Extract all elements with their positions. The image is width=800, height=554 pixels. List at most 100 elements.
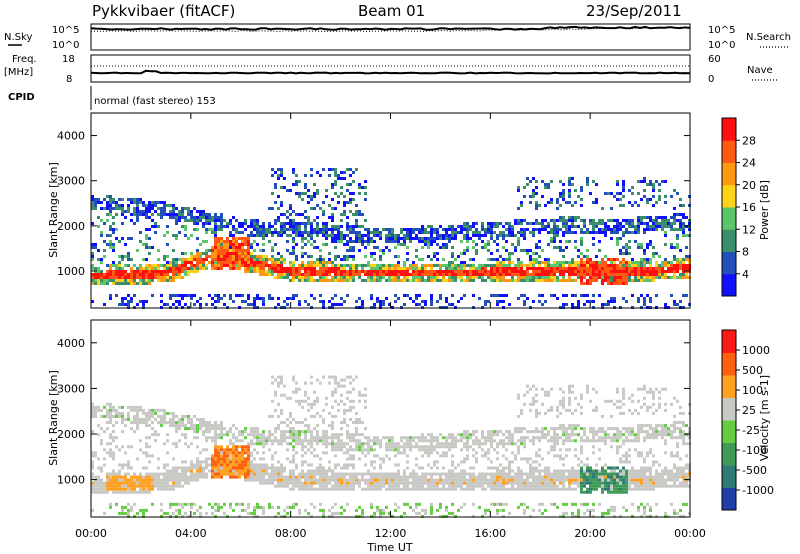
power-cell (682, 258, 685, 261)
power-cell (448, 276, 451, 279)
velocity-cell (325, 481, 328, 485)
velocity-cell (277, 384, 280, 388)
power-cell (205, 267, 208, 270)
velocity-cell (316, 424, 319, 428)
velocity-cell (274, 478, 277, 482)
power-cell (229, 222, 232, 225)
power-cell (523, 195, 526, 198)
power-cell (355, 264, 358, 267)
power-cell (262, 225, 265, 228)
velocity-cell (358, 433, 361, 437)
power-cell (400, 228, 403, 231)
velocity-cell (91, 430, 94, 434)
power-cell (559, 270, 562, 273)
velocity-cell (253, 508, 256, 512)
power-cell (535, 252, 538, 255)
power-cell (133, 213, 136, 216)
velocity-cell (115, 484, 118, 488)
velocity-cell (343, 472, 346, 476)
power-cell (622, 225, 625, 228)
velocity-cell (355, 375, 358, 379)
power-cell (448, 225, 451, 228)
velocity-cell (355, 475, 358, 479)
power-cell (460, 252, 463, 255)
power-cell (307, 303, 310, 306)
velocity-cell (283, 508, 286, 512)
velocity-cell (223, 472, 226, 476)
velocity-cell (343, 478, 346, 482)
velocity-cell (133, 430, 136, 434)
velocity-cell (151, 421, 154, 425)
power-cell (388, 267, 391, 270)
power-cell (382, 303, 385, 306)
power-cell (640, 216, 643, 219)
velocity-cell (226, 463, 229, 467)
power-cell (421, 270, 424, 273)
power-cell (559, 261, 562, 264)
power-cell (445, 273, 448, 276)
power-cell (112, 243, 115, 246)
power-cell (280, 267, 283, 270)
velocity-cell (151, 487, 154, 491)
velocity-cell (298, 481, 301, 485)
velocity-cell (325, 445, 328, 449)
power-cell (301, 276, 304, 279)
power-cell (358, 225, 361, 228)
velocity-cell (106, 421, 109, 425)
power-cell (145, 258, 148, 261)
power-cell (496, 237, 499, 240)
power-cell (382, 252, 385, 255)
velocity-cell (463, 442, 466, 446)
velocity-cell (196, 430, 199, 434)
velocity-cell (193, 502, 196, 506)
power-cell (220, 225, 223, 228)
power-cell (580, 198, 583, 201)
power-cell (616, 243, 619, 246)
velocity-cell (421, 445, 424, 449)
velocity-cell (289, 436, 292, 440)
velocity-cell (262, 442, 265, 446)
power-cell (661, 267, 664, 270)
power-cell (118, 204, 121, 207)
power-cell (355, 267, 358, 270)
power-cell (292, 297, 295, 300)
power-cell (262, 303, 265, 306)
velocity-cell (241, 433, 244, 437)
velocity-cell (409, 505, 412, 509)
power-cell (283, 228, 286, 231)
velocity-cell (277, 375, 280, 379)
velocity-cell (190, 466, 193, 470)
velocity-cell (319, 475, 322, 479)
velocity-cell (334, 381, 337, 385)
velocity-cell (301, 454, 304, 458)
power-cell (277, 297, 280, 300)
velocity-cell (340, 378, 343, 382)
power-cell (625, 279, 628, 282)
power-cell (226, 261, 229, 264)
power-cell (196, 270, 199, 273)
power-cell (499, 273, 502, 276)
power-cell (451, 246, 454, 249)
power-cell (160, 213, 163, 216)
velocity-cell (457, 484, 460, 488)
power-cell (607, 270, 610, 273)
power-cell (607, 225, 610, 228)
power-cell (484, 279, 487, 282)
velocity-cell (277, 481, 280, 485)
power-cell (109, 264, 112, 267)
power-cell (568, 231, 571, 234)
velocity-cell (256, 463, 259, 467)
velocity-cell (349, 405, 352, 409)
power-cell (430, 264, 433, 267)
velocity-cell (109, 408, 112, 412)
power-cell (232, 258, 235, 261)
power-cell (580, 294, 583, 297)
velocity-cell (145, 445, 148, 449)
power-cell (430, 225, 433, 228)
velocity-cell (460, 478, 463, 482)
velocity-cell (358, 484, 361, 488)
power-cell (316, 192, 319, 195)
velocity-cell (250, 433, 253, 437)
power-cell (436, 243, 439, 246)
velocity-cell (181, 414, 184, 418)
